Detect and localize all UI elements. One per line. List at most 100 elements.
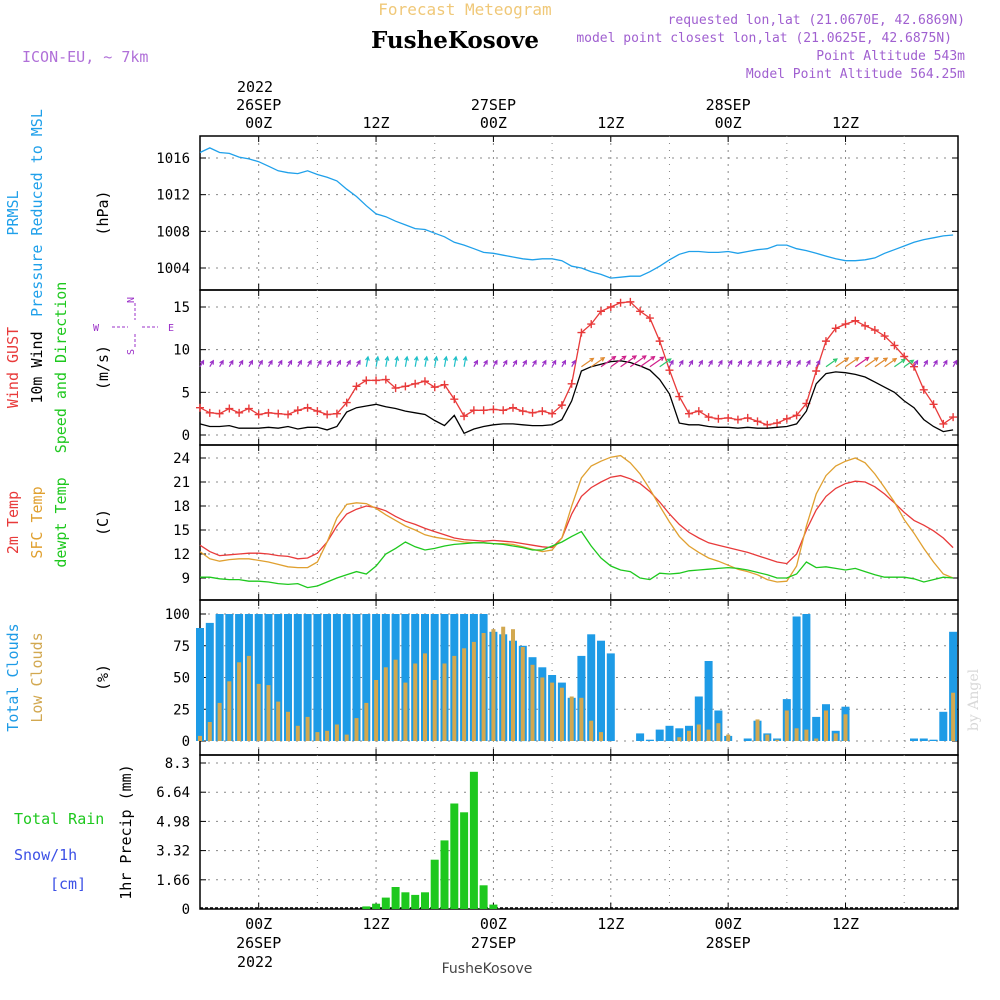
wind-direction-arrow (228, 359, 234, 368)
wind-direction-arrow (297, 359, 302, 368)
wind-direction-arrow (845, 356, 860, 368)
wind-direction-arrow (326, 359, 332, 368)
gust-marker (362, 376, 371, 385)
low-cloud-bar (374, 680, 379, 741)
low-cloud-bar (491, 629, 496, 741)
total-cloud-bar (323, 614, 332, 741)
gust-marker (704, 413, 713, 422)
gust-marker (528, 408, 537, 417)
y-tick-label: 21 (173, 475, 190, 491)
low-cloud-bar (599, 732, 603, 741)
low-cloud-bar (833, 733, 838, 741)
gust-marker (606, 303, 615, 311)
total-cloud-bar (929, 739, 938, 741)
low-cloud-bar (824, 710, 828, 741)
panel-frame-precip (199, 754, 959, 910)
wind-direction-arrow (512, 359, 518, 368)
model-label: ICON-EU, ~ 7km (22, 48, 148, 66)
total-cloud-bar (665, 725, 674, 741)
series-label-wind-1: 10m Wind (28, 331, 46, 403)
wind-direction-arrow (307, 359, 312, 368)
y-tick-label: 15 (173, 523, 190, 539)
low-cloud-bar (198, 735, 202, 741)
low-cloud-bar (755, 719, 760, 741)
wind-direction-arrow (894, 358, 906, 368)
low-cloud-bar (334, 724, 339, 741)
low-cloud-bar (256, 683, 261, 741)
wind-direction-arrow (483, 359, 488, 368)
gust-marker (205, 408, 214, 417)
y-tick-label: 1.66 (156, 873, 190, 889)
wind-direction-arrow (238, 359, 244, 368)
wind-direction-arrow (668, 359, 674, 368)
low-cloud-bar (325, 730, 330, 741)
gust-marker (430, 383, 439, 392)
chart-subtitle: Forecast Meteogram (378, 0, 551, 19)
gust-marker (919, 385, 928, 394)
y-tick-label: 0 (182, 428, 190, 444)
y-axis-label-precip: 1hr Precip (mm) (117, 764, 135, 899)
compass-s: S (126, 349, 137, 355)
series-label-temperature-1: SFC Temp (28, 486, 46, 558)
wind-direction-arrow (219, 359, 224, 368)
gust-marker (645, 314, 654, 323)
wind-direction-arrow (805, 359, 811, 368)
gust-marker (391, 384, 400, 393)
total-cloud-bar (743, 738, 752, 741)
total-cloud-bar (254, 614, 263, 741)
wind-direction-arrow (267, 359, 273, 368)
panel-frame-temperature (199, 444, 959, 601)
low-cloud-bar (207, 722, 212, 741)
gust-marker (675, 392, 684, 401)
gust-marker (880, 332, 889, 341)
low-cloud-bar (266, 685, 271, 741)
wind-direction-arrow (316, 359, 322, 368)
total-cloud-bar (293, 614, 302, 741)
series-label-precip-0: Total Rain (14, 810, 104, 828)
wind-direction-arrow (443, 355, 449, 367)
y-tick-label: 3.32 (156, 844, 190, 860)
wind-direction-arrow (561, 359, 567, 368)
gust-marker (773, 419, 782, 428)
low-cloud-bar (501, 626, 506, 741)
gust-marker (235, 408, 244, 417)
wind-direction-arrow (708, 359, 713, 368)
panel-pressure: 1004 1008 1012 1016 (hPa) PRMSL Pressure Reduc… (4, 109, 959, 317)
y-tick-label: 8.3 (165, 756, 190, 772)
total-cloud-bar (313, 614, 322, 741)
gust-marker (841, 320, 850, 329)
low-cloud-bar (471, 641, 476, 741)
wind-direction-arrow (336, 359, 342, 368)
low-cloud-bar (237, 662, 242, 741)
y-tick-label: 15 (173, 300, 190, 316)
gust-marker (949, 413, 958, 422)
low-cloud-bar (354, 718, 359, 741)
y-tick-label: 24 (173, 451, 190, 467)
low-cloud-bar (559, 687, 564, 741)
y-tick-label: 0 (182, 902, 190, 918)
low-cloud-bar (706, 729, 711, 741)
gust-marker (939, 419, 948, 428)
gust-marker (616, 298, 625, 307)
top-time-tick: 12Z (832, 114, 859, 132)
wind-direction-arrow (952, 359, 958, 368)
total-cloud-bar (303, 614, 312, 741)
watermark: by Angel (966, 668, 982, 731)
y-tick-label: 5 (182, 385, 190, 401)
total-cloud-bar (332, 614, 341, 741)
wind-direction-arrow (756, 359, 762, 368)
top-time-tick: 12Z (363, 114, 390, 132)
bottom-time-tick: 00Z (245, 915, 272, 933)
series-label-pressure-0: PRMSL (4, 190, 22, 235)
rain-bar (381, 897, 390, 909)
gust-marker (372, 376, 381, 385)
rain-bar (401, 892, 410, 909)
wind-direction-arrow (590, 356, 606, 368)
wind-direction-arrow (766, 359, 772, 368)
low-cloud-bar (569, 696, 574, 741)
gust-marker (401, 382, 410, 391)
total-cloud-bar (362, 614, 371, 741)
low-cloud-bar (227, 681, 232, 741)
y-tick-label: 12 (173, 547, 190, 563)
